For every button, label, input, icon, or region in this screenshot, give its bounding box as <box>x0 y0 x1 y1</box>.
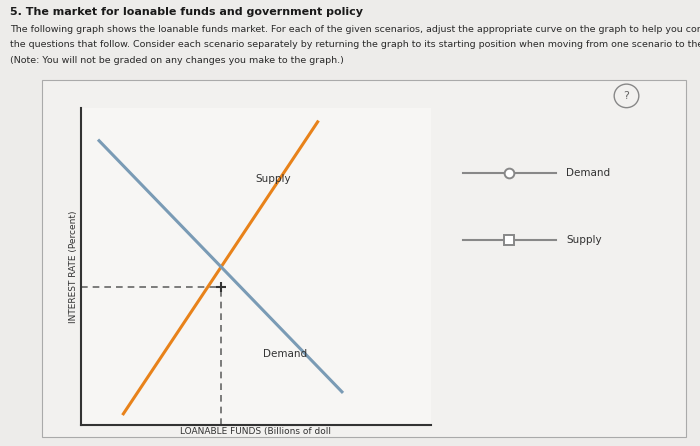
Text: The following graph shows the loanable funds market. For each of the given scena: The following graph shows the loanable f… <box>10 25 700 33</box>
Text: the questions that follow. Consider each scenario separately by returning the gr: the questions that follow. Consider each… <box>10 40 700 49</box>
Text: (Note: You will not be graded on any changes you make to the graph.): (Note: You will not be graded on any cha… <box>10 56 344 65</box>
Text: 5. The market for loanable funds and government policy: 5. The market for loanable funds and gov… <box>10 7 363 17</box>
FancyBboxPatch shape <box>42 80 686 437</box>
Y-axis label: INTEREST RATE (Percent): INTEREST RATE (Percent) <box>69 210 78 322</box>
Text: Supply: Supply <box>566 235 602 244</box>
Text: Demand: Demand <box>566 169 610 178</box>
Text: ?: ? <box>624 91 629 101</box>
Text: Supply: Supply <box>256 174 291 184</box>
Text: Demand: Demand <box>262 349 307 359</box>
X-axis label: LOANABLE FUNDS (Billions of doll: LOANABLE FUNDS (Billions of doll <box>180 427 331 436</box>
